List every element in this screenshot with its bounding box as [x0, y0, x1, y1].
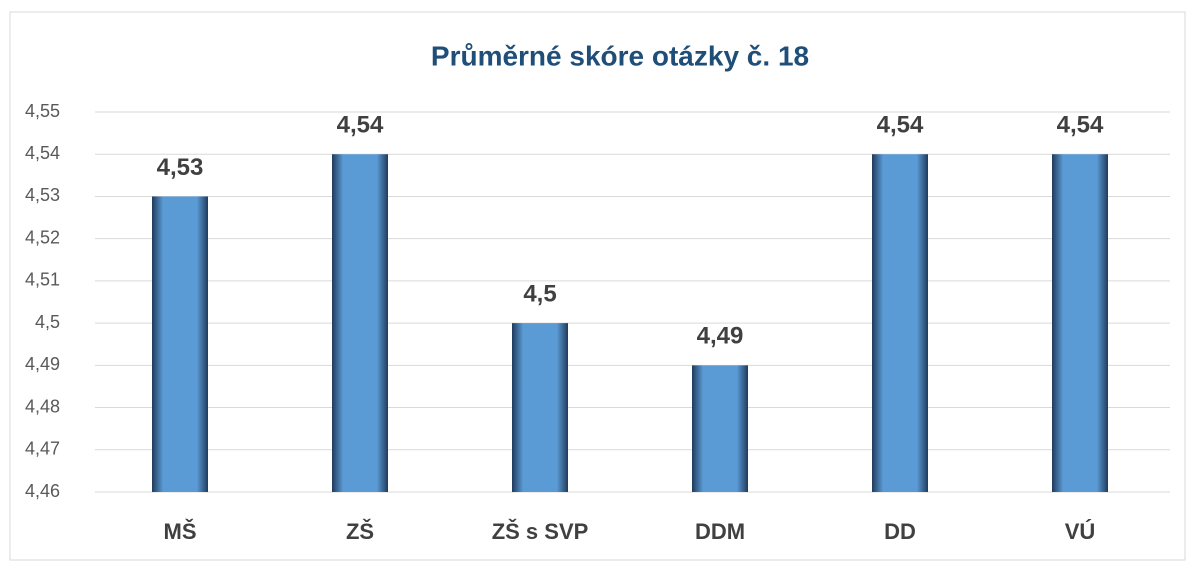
x-tick-label: MŠ	[164, 519, 197, 544]
y-tick-label: 4,53	[25, 185, 60, 205]
bar	[1052, 154, 1108, 492]
bar	[152, 196, 208, 492]
bar	[692, 365, 748, 492]
bar	[512, 323, 568, 492]
value-label: 4,54	[877, 112, 924, 139]
value-label: 4,5	[523, 280, 556, 307]
y-tick-label: 4,51	[25, 270, 60, 290]
bar	[332, 154, 388, 492]
y-tick-label: 4,52	[25, 227, 60, 247]
y-tick-label: 4,49	[25, 354, 60, 374]
value-label: 4,54	[1057, 112, 1104, 139]
chart-title: Průměrné skóre otázky č. 18	[431, 40, 809, 71]
y-tick-label: 4,47	[25, 439, 60, 459]
value-label: 4,53	[157, 154, 204, 181]
y-tick-label: 4,46	[25, 481, 60, 501]
y-tick-label: 4,54	[25, 143, 60, 163]
y-tick-label: 4,55	[25, 101, 60, 121]
bar	[872, 154, 928, 492]
value-label: 4,49	[697, 323, 744, 350]
x-tick-label: DD	[884, 519, 916, 544]
x-tick-label: ZŠ	[346, 519, 374, 544]
value-label: 4,54	[337, 112, 384, 139]
x-tick-label: ZŠ s SVP	[492, 519, 589, 544]
y-tick-label: 4,48	[25, 396, 60, 416]
y-tick-label: 4,5	[35, 312, 60, 332]
x-tick-label: VÚ	[1065, 519, 1096, 544]
x-tick-label: DDM	[695, 519, 745, 544]
